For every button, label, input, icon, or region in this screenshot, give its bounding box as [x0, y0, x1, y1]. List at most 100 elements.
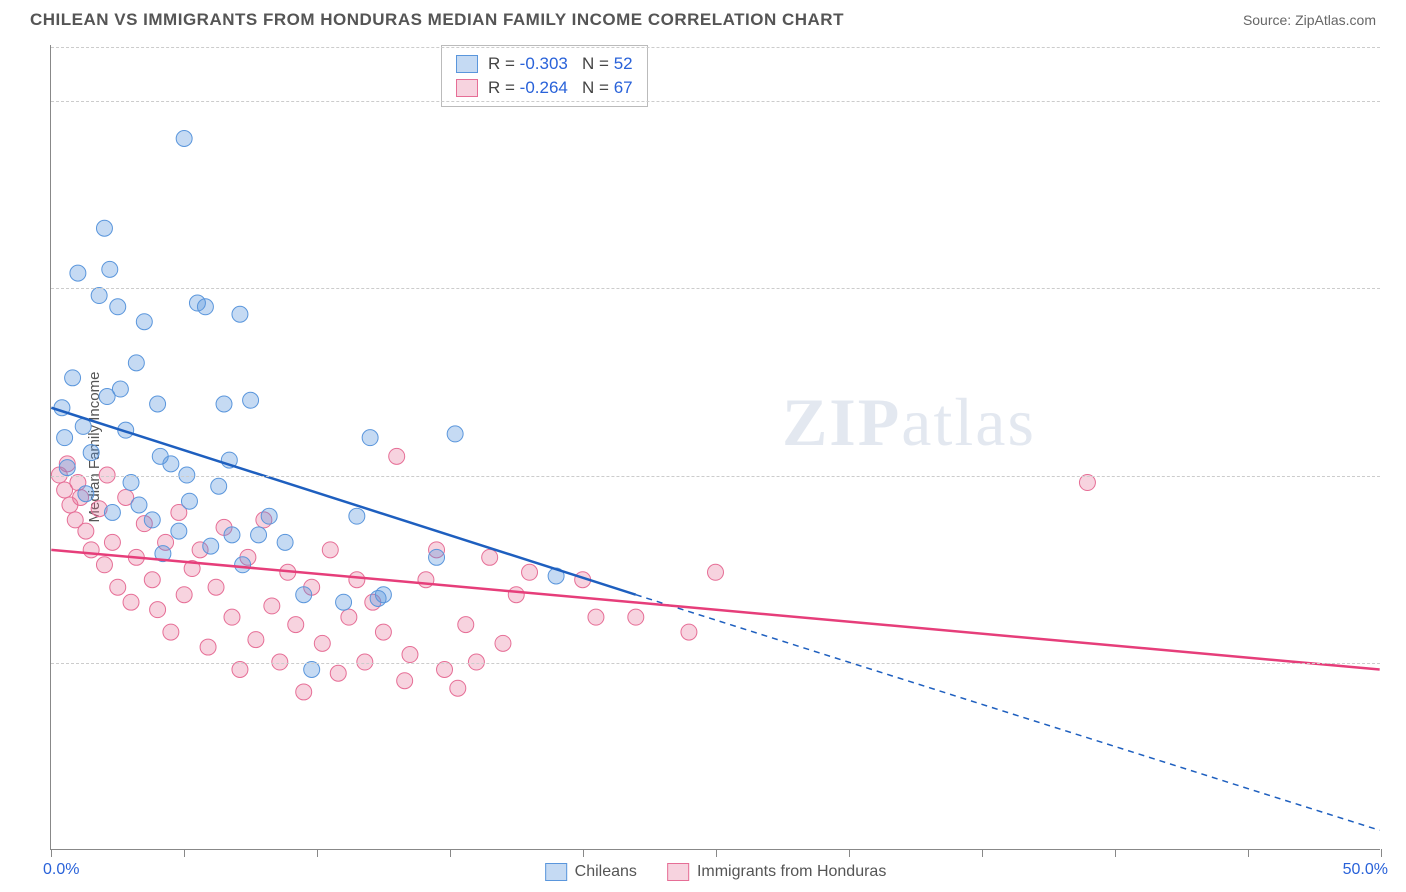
source-label: Source: ZipAtlas.com	[1243, 12, 1376, 28]
data-point	[243, 392, 259, 408]
legend-bottom: Chileans Immigrants from Honduras	[545, 863, 887, 881]
x-tick	[1115, 849, 1116, 857]
data-point	[277, 534, 293, 550]
data-point	[171, 523, 187, 539]
y-tick-label: $150,000	[1390, 279, 1406, 297]
data-point	[78, 523, 94, 539]
data-point	[235, 557, 251, 573]
x-tick	[450, 849, 451, 857]
stats-text: R = -0.264 N = 67	[488, 78, 633, 98]
data-point	[588, 609, 604, 625]
data-point	[314, 635, 330, 651]
data-point	[59, 460, 75, 476]
data-point	[322, 542, 338, 558]
gridline	[51, 663, 1380, 664]
data-point	[261, 508, 277, 524]
data-point	[83, 445, 99, 461]
data-point	[482, 549, 498, 565]
data-point	[208, 579, 224, 595]
data-point	[224, 527, 240, 543]
x-tick	[982, 849, 983, 857]
stats-row: R = -0.303 N = 52	[456, 52, 633, 76]
data-point	[197, 299, 213, 315]
data-point	[450, 680, 466, 696]
legend-item: Immigrants from Honduras	[667, 863, 886, 881]
data-point	[402, 647, 418, 663]
x-tick	[51, 849, 52, 857]
data-point	[136, 314, 152, 330]
data-point	[232, 306, 248, 322]
data-point	[176, 587, 192, 603]
x-tick	[583, 849, 584, 857]
data-point	[296, 684, 312, 700]
x-tick	[849, 849, 850, 857]
data-point	[123, 475, 139, 491]
chart-area: Median Family Income ZIPatlas R = -0.303…	[50, 45, 1380, 850]
data-point	[176, 130, 192, 146]
data-point	[458, 617, 474, 633]
chart-header: CHILEAN VS IMMIGRANTS FROM HONDURAS MEDI…	[0, 0, 1406, 35]
data-point	[375, 587, 391, 603]
data-point	[330, 665, 346, 681]
x-tick-min: 0.0%	[43, 861, 79, 879]
data-point	[150, 602, 166, 618]
gridline	[51, 288, 1380, 289]
data-point	[349, 508, 365, 524]
data-point	[447, 426, 463, 442]
data-point	[200, 639, 216, 655]
scatter-plot	[51, 45, 1380, 849]
data-point	[522, 564, 538, 580]
data-point	[83, 542, 99, 558]
stats-box: R = -0.303 N = 52R = -0.264 N = 67	[441, 45, 648, 107]
data-point	[304, 662, 320, 678]
x-tick	[317, 849, 318, 857]
data-point	[78, 486, 94, 502]
data-point	[296, 587, 312, 603]
data-point	[128, 355, 144, 371]
data-point	[508, 587, 524, 603]
data-point	[216, 396, 232, 412]
legend-item: Chileans	[545, 863, 637, 881]
y-tick-label: $50,000	[1390, 654, 1406, 672]
data-point	[495, 635, 511, 651]
gridline	[51, 476, 1380, 477]
data-point	[224, 609, 240, 625]
data-point	[181, 493, 197, 509]
data-point	[628, 609, 644, 625]
stats-row: R = -0.264 N = 67	[456, 76, 633, 100]
data-point	[375, 624, 391, 640]
data-point	[110, 579, 126, 595]
x-tick	[184, 849, 185, 857]
data-point	[362, 430, 378, 446]
data-point	[57, 430, 73, 446]
y-tick-label: $200,000	[1390, 92, 1406, 110]
data-point	[203, 538, 219, 554]
legend-swatch	[456, 55, 478, 73]
data-point	[232, 662, 248, 678]
x-tick	[1248, 849, 1249, 857]
data-point	[152, 448, 168, 464]
data-point	[418, 572, 434, 588]
data-point	[104, 504, 120, 520]
data-point	[131, 497, 147, 513]
data-point	[264, 598, 280, 614]
data-point	[91, 288, 107, 304]
data-point	[437, 662, 453, 678]
data-point	[336, 594, 352, 610]
data-point	[104, 534, 120, 550]
legend-label: Immigrants from Honduras	[697, 863, 886, 881]
data-point	[163, 624, 179, 640]
regression-line-extrapolated	[636, 595, 1380, 831]
legend-swatch	[545, 863, 567, 881]
data-point	[65, 370, 81, 386]
legend-swatch	[667, 863, 689, 881]
legend-swatch	[456, 79, 478, 97]
data-point	[144, 512, 160, 528]
data-point	[708, 564, 724, 580]
data-point	[349, 572, 365, 588]
data-point	[112, 381, 128, 397]
x-tick	[1381, 849, 1382, 857]
data-point	[70, 265, 86, 281]
data-point	[1079, 475, 1095, 491]
data-point	[96, 557, 112, 573]
